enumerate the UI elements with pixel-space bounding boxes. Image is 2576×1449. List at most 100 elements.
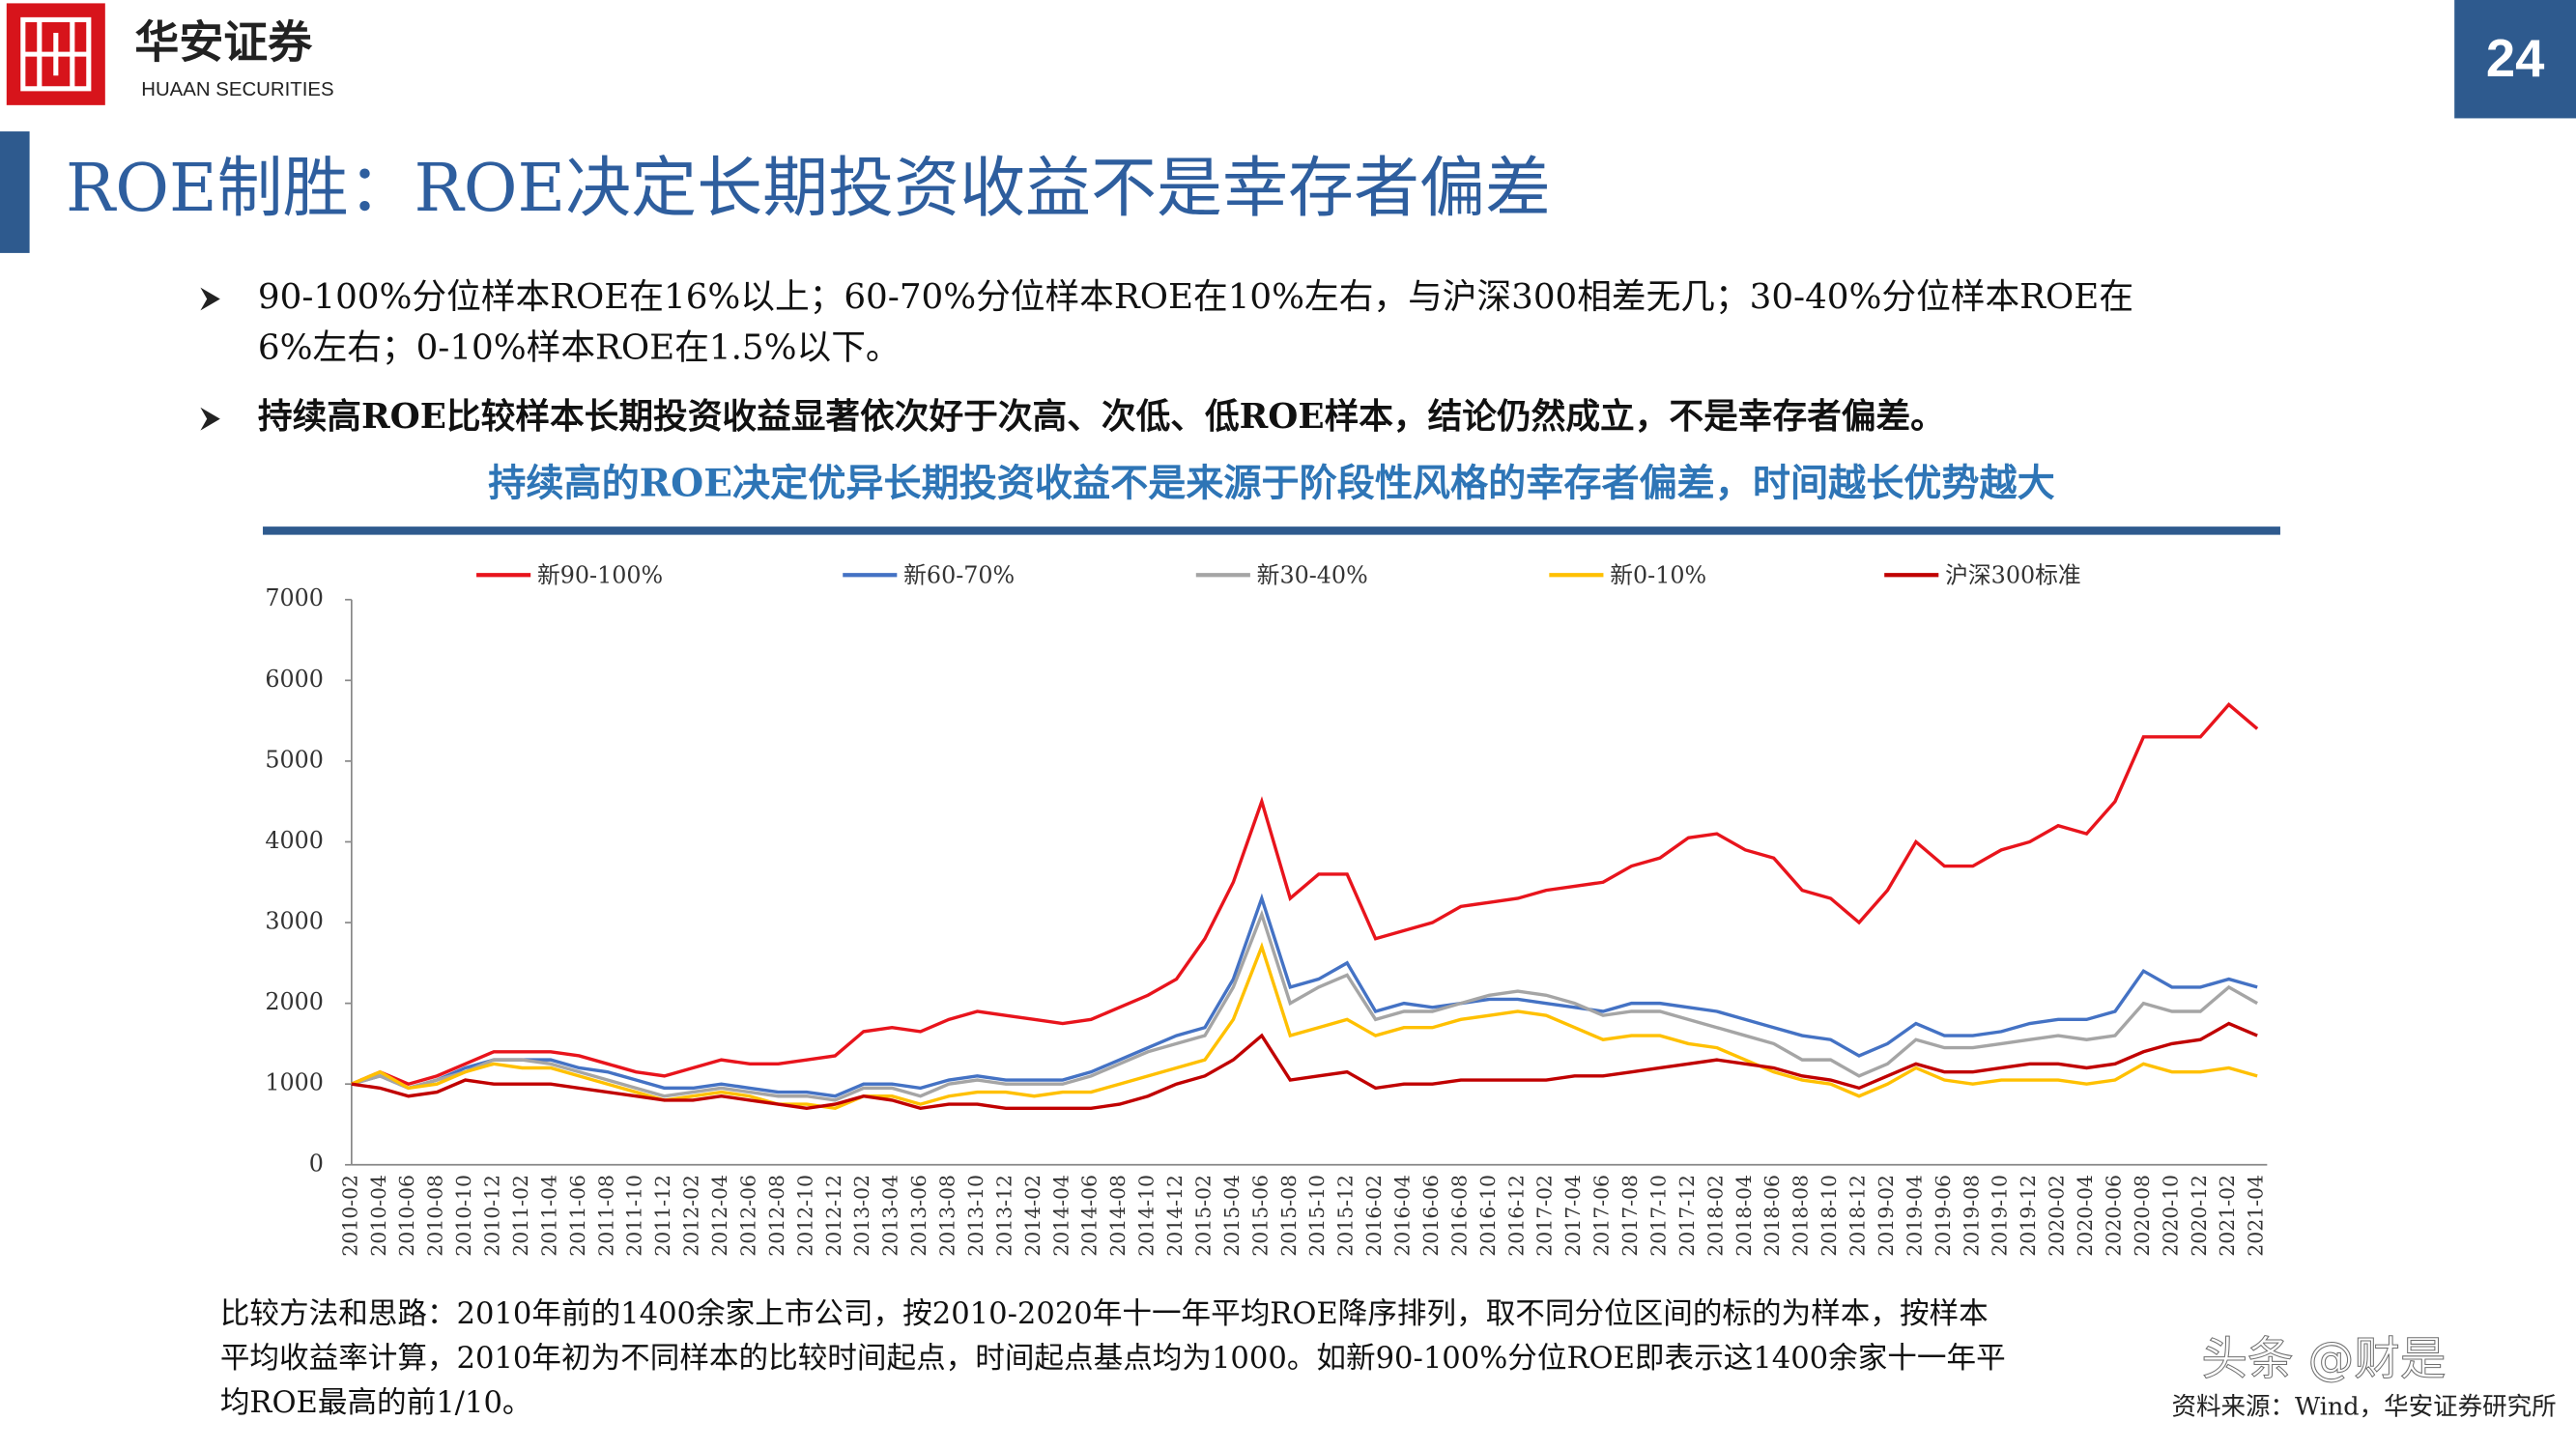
x-tick-label: 2017-08	[1618, 1175, 1642, 1257]
x-tick-label: 2019-06	[1932, 1175, 1955, 1257]
source: 资料来源：Wind，华安证券研究所	[2171, 1392, 2556, 1421]
bullet-list: 90-100%分位样本ROE在16%以上；60-70%分位样本ROE在10%左右…	[200, 277, 2133, 437]
x-tick-label: 2019-12	[2017, 1175, 2040, 1257]
title-bar	[0, 131, 30, 253]
x-tick-label: 2015-10	[1305, 1175, 1329, 1257]
y-tick-label: 2000	[265, 988, 324, 1015]
legend-label: 新0-10%	[1610, 561, 1706, 588]
highlight: 持续高的ROE决定优异长期投资收益不是来源于阶段性风格的幸存者偏差，时间越长优势…	[488, 461, 2054, 505]
x-tick-label: 2016-08	[1447, 1175, 1471, 1257]
x-tick-label: 2014-02	[1021, 1175, 1045, 1257]
x-tick-label: 2015-02	[1191, 1175, 1215, 1257]
x-tick-label: 2016-02	[1362, 1175, 1386, 1257]
bullet-text: 6%左右；0-10%样本ROE在1.5%以下。	[258, 328, 901, 368]
x-tick-label: 2012-04	[708, 1175, 731, 1257]
logo-en: HUAAN SECURITIES	[141, 79, 333, 100]
x-tick-label: 2014-06	[1078, 1175, 1102, 1257]
y-tick-label: 0	[309, 1150, 324, 1177]
x-tick-label: 2015-06	[1248, 1175, 1272, 1257]
x-tick-label: 2019-08	[1960, 1175, 1983, 1257]
x-tick-label: 2021-04	[2245, 1175, 2268, 1257]
x-tick-label: 2010-04	[367, 1175, 390, 1257]
x-tick-label: 2017-12	[1675, 1175, 1699, 1257]
x-tick-label: 2020-08	[2131, 1175, 2154, 1257]
logo-mark	[6, 3, 105, 105]
x-tick-label: 2015-12	[1334, 1175, 1358, 1257]
x-tick-label: 2018-08	[1789, 1175, 1813, 1257]
y-tick-label: 1000	[265, 1069, 324, 1096]
x-tick-label: 2018-06	[1760, 1175, 1784, 1257]
bullet-text: 持续高ROE比较样本长期投资收益显著依次好于次高、次低、低ROE样本，结论仍然成…	[258, 396, 1945, 437]
x-tick-label: 2011-12	[651, 1175, 674, 1257]
series-line	[351, 1021, 2258, 1111]
x-tick-label: 2020-04	[2074, 1175, 2097, 1257]
bullet-text: 90-100%分位样本ROE在16%以上；60-70%分位样本ROE在10%左右…	[258, 277, 2133, 317]
note: 比较方法和思路：2010年前的1400余家上市公司，按2010-2020年十一年…	[220, 1297, 2006, 1420]
legend-label: 沪深300标准	[1945, 561, 2081, 588]
x-tick-label: 2016-10	[1476, 1175, 1500, 1257]
note-line: 平均收益率计算，2010年初为不同样本的比较时间起点，时间起点基点均为1000。…	[220, 1342, 2006, 1376]
x-tick-label: 2020-12	[2188, 1175, 2211, 1257]
x-tick-label: 2021-02	[2216, 1175, 2239, 1257]
x-tick-label: 2011-10	[623, 1175, 646, 1257]
x-tick-label: 2010-12	[481, 1175, 504, 1257]
x-tick-label: 2018-10	[1818, 1175, 1841, 1257]
x-tick-label: 2014-12	[1163, 1175, 1187, 1257]
x-tick-label: 2014-04	[1049, 1175, 1073, 1257]
bullet-arrow	[200, 407, 220, 431]
note-line: 均ROE最高的前1/10。	[220, 1386, 532, 1420]
x-tick-label: 2012-10	[793, 1175, 816, 1257]
slide-title: ROE制胜：ROE决定长期投资收益不是幸存者偏差	[66, 151, 1551, 227]
page-number-box	[2454, 0, 2576, 119]
x-tick-label: 2020-10	[2159, 1175, 2182, 1257]
x-tick-label: 2013-08	[936, 1175, 959, 1257]
x-tick-label: 2015-04	[1220, 1175, 1244, 1257]
x-tick-label: 2010-08	[424, 1175, 447, 1257]
series-line	[351, 909, 2258, 1102]
x-tick-label: 2017-06	[1590, 1175, 1614, 1257]
x-tick-label: 2011-08	[594, 1175, 617, 1257]
x-tick-label: 2010-06	[395, 1175, 418, 1257]
x-tick-label: 2018-04	[1732, 1175, 1756, 1257]
x-tick-label: 2019-02	[1875, 1175, 1898, 1257]
page-number: 24	[2486, 29, 2545, 88]
x-tick-label: 2018-02	[1703, 1175, 1727, 1257]
series-line	[351, 893, 2258, 1098]
y-tick-label: 6000	[265, 666, 324, 693]
x-tick-label: 2010-10	[452, 1175, 475, 1257]
x-tick-label: 2018-12	[1846, 1175, 1870, 1257]
bullet-arrow	[200, 287, 220, 311]
legend-label: 新90-100%	[537, 561, 663, 588]
y-tick-label: 4000	[265, 827, 324, 854]
x-tick-label: 2012-12	[822, 1175, 845, 1257]
watermark: 头条 @财是	[2201, 1333, 2446, 1386]
x-tick-label: 2013-12	[992, 1175, 1016, 1257]
series-line	[351, 702, 2259, 1087]
y-tick-label: 3000	[265, 908, 324, 935]
legend-label: 新30-40%	[1257, 561, 1368, 588]
y-tick-label: 7000	[265, 584, 324, 611]
x-tick-label: 2013-04	[879, 1175, 902, 1257]
x-tick-label: 2012-02	[680, 1175, 703, 1257]
x-tick-label: 2019-10	[1989, 1175, 2012, 1257]
y-tick-label: 5000	[265, 746, 324, 773]
x-tick-label: 2017-04	[1561, 1175, 1585, 1257]
x-tick-label: 2016-06	[1419, 1175, 1443, 1257]
x-tick-label: 2014-10	[1135, 1175, 1159, 1257]
x-tick-label: 2017-10	[1646, 1175, 1670, 1257]
note-line: 比较方法和思路：2010年前的1400余家上市公司，按2010-2020年十一年…	[220, 1297, 1989, 1331]
x-tick-label: 2012-08	[765, 1175, 788, 1257]
x-tick-label: 2013-06	[907, 1175, 930, 1257]
x-tick-label: 2017-02	[1533, 1175, 1557, 1257]
chart: 0 1000 2000 3000 4000 5000 6000 7000 2010-02 2010…	[265, 561, 2267, 1256]
x-tick-label: 2015-08	[1277, 1175, 1301, 1257]
x-tick-label: 2019-04	[1903, 1175, 1926, 1257]
x-tick-label: 2014-08	[1106, 1175, 1130, 1257]
x-tick-label: 2020-06	[2102, 1175, 2125, 1257]
x-tick-label: 2013-10	[964, 1175, 987, 1257]
x-tick-label: 2011-04	[537, 1175, 560, 1257]
x-tick-label: 2020-02	[2046, 1175, 2069, 1257]
x-tick-label: 2016-04	[1391, 1175, 1415, 1257]
